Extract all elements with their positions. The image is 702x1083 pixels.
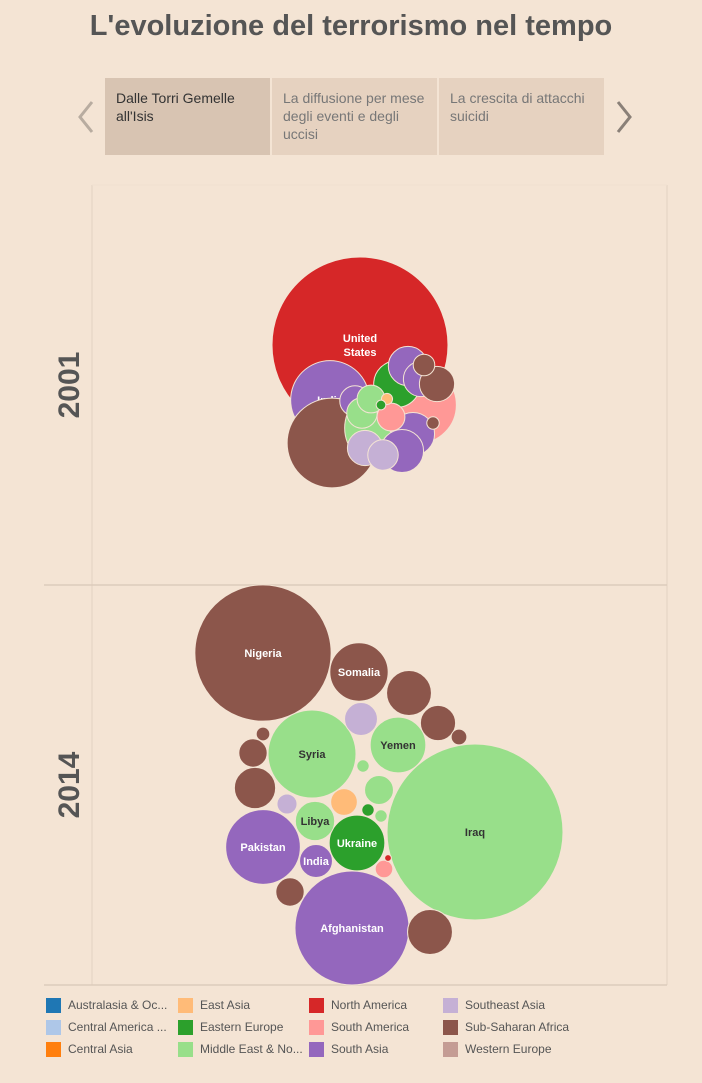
bubble[interactable] <box>361 803 375 817</box>
legend-item[interactable]: East Asia <box>178 996 250 1014</box>
bubble-yemen[interactable] <box>369 716 427 774</box>
chevron-left-icon <box>78 101 94 133</box>
legend-label: South America <box>331 1020 410 1034</box>
legend-swatch <box>309 997 324 1013</box>
chevron-right-icon <box>616 101 632 133</box>
bubble-nigeria[interactable] <box>194 584 332 722</box>
bubble[interactable] <box>276 793 298 815</box>
legend-label: East Asia <box>200 998 251 1012</box>
legend-swatch <box>309 1019 324 1035</box>
facet-label-2014: 2014 <box>53 751 86 818</box>
bubble-label: Afghanistan <box>320 923 384 935</box>
legend-item[interactable]: North America <box>309 996 407 1014</box>
bubble-label: Somalia <box>338 667 381 679</box>
bubble[interactable] <box>275 877 305 907</box>
bubble-label: Pakistan <box>240 842 286 854</box>
legend-swatch <box>178 1041 193 1057</box>
legend-label: North America <box>331 998 408 1012</box>
bubble-label: Yemen <box>380 740 416 752</box>
bubble[interactable] <box>450 728 468 746</box>
bubble-label: India <box>303 856 330 868</box>
bubble[interactable] <box>407 909 453 955</box>
bubble[interactable] <box>374 809 388 823</box>
bubble-label: Iraq <box>465 827 485 839</box>
bubble-syria[interactable] <box>267 709 357 799</box>
legend-label: Middle East & No... <box>200 1042 303 1056</box>
bubble[interactable] <box>384 854 392 862</box>
bubble-somalia[interactable] <box>329 642 389 702</box>
legend-item[interactable]: Sub-Saharan Africa <box>443 1018 569 1036</box>
legend-label: Central Asia <box>68 1042 133 1056</box>
bubble-pakistan[interactable] <box>225 809 301 885</box>
legend-label: South Asia <box>331 1042 389 1056</box>
legend-item[interactable]: Eastern Europe <box>178 1018 283 1036</box>
tab-monthly-spread[interactable]: La diffusione per mese degli eventi e de… <box>272 78 437 155</box>
legend-label: Australasia & Oc... <box>68 998 168 1012</box>
legend-label: Southeast Asia <box>465 998 546 1012</box>
bubble[interactable] <box>375 399 387 411</box>
legend-label: Western Europe <box>465 1042 552 1056</box>
bubble[interactable] <box>412 353 436 377</box>
next-arrow-button[interactable] <box>612 95 636 139</box>
legend-item[interactable]: South America <box>309 1018 409 1036</box>
bubble[interactable] <box>255 726 271 742</box>
legend-swatch <box>178 1019 193 1035</box>
legend-item[interactable]: Australasia & Oc... <box>46 996 167 1014</box>
bubble[interactable] <box>356 759 370 773</box>
legend-item[interactable]: Western Europe <box>443 1040 552 1058</box>
bubble-label: Syria <box>299 749 327 761</box>
legend-swatch <box>46 997 61 1013</box>
legend-label: Central America ... <box>68 1020 167 1034</box>
bubble-iraq[interactable] <box>386 743 564 921</box>
legend-item[interactable]: Central America ... <box>46 1018 167 1036</box>
bubble-label: Nigeria <box>244 648 282 660</box>
page-title: L'evoluzione del terrorismo nel tempo <box>89 10 613 42</box>
bubble-label: United States <box>343 333 377 359</box>
bubble-india[interactable] <box>299 844 333 878</box>
bubble[interactable] <box>386 670 432 716</box>
legend-label: Sub-Saharan Africa <box>465 1020 570 1034</box>
bubble-libya[interactable] <box>294 800 336 842</box>
legend-item[interactable]: Middle East & No... <box>178 1040 303 1058</box>
bubble[interactable] <box>374 859 394 879</box>
legend-swatch <box>443 997 458 1013</box>
bubble-label: Libya <box>301 816 331 828</box>
bubble[interactable] <box>330 788 358 816</box>
legend-swatch <box>443 1041 458 1057</box>
legend-swatch <box>178 997 193 1013</box>
legend-item[interactable]: Central Asia <box>46 1040 133 1058</box>
legend-swatch <box>309 1041 324 1057</box>
bubble-chart: 2001 2014 UnitedStatesIndia IraqNigeriaA… <box>44 184 668 986</box>
bubble[interactable] <box>344 702 378 736</box>
bubble[interactable] <box>233 766 277 810</box>
bubble-ukraine[interactable] <box>328 814 386 872</box>
facet-label-2001: 2001 <box>53 352 86 419</box>
bubbles-2014: Iraq Nigeria Afghanistan Syria Pakistan Somal… <box>194 584 564 986</box>
bubble[interactable] <box>238 738 268 768</box>
bubble[interactable] <box>367 439 399 471</box>
legend-item[interactable]: South Asia <box>309 1040 388 1058</box>
legend-label: Eastern Europe <box>200 1020 284 1034</box>
bubble[interactable] <box>364 775 394 805</box>
tab-suicide-attacks[interactable]: La crescita di attacchi suicidi <box>439 78 604 155</box>
tab-twin-towers-to-isis[interactable]: Dalle Torri Gemelle all'Isis <box>105 78 270 155</box>
bubble-label: Ukraine <box>337 838 377 850</box>
legend-swatch <box>46 1019 61 1035</box>
prev-arrow-button[interactable] <box>74 95 98 139</box>
legend: Australasia & Oc... Central America ... Ce… <box>46 996 686 1068</box>
legend-item[interactable]: Southeast Asia <box>443 996 545 1014</box>
bubbles-2001: UnitedStatesIndia <box>271 256 457 489</box>
legend-swatch <box>46 1041 61 1057</box>
bubble[interactable] <box>419 704 457 742</box>
bubble[interactable] <box>426 416 440 430</box>
legend-swatch <box>443 1019 458 1035</box>
